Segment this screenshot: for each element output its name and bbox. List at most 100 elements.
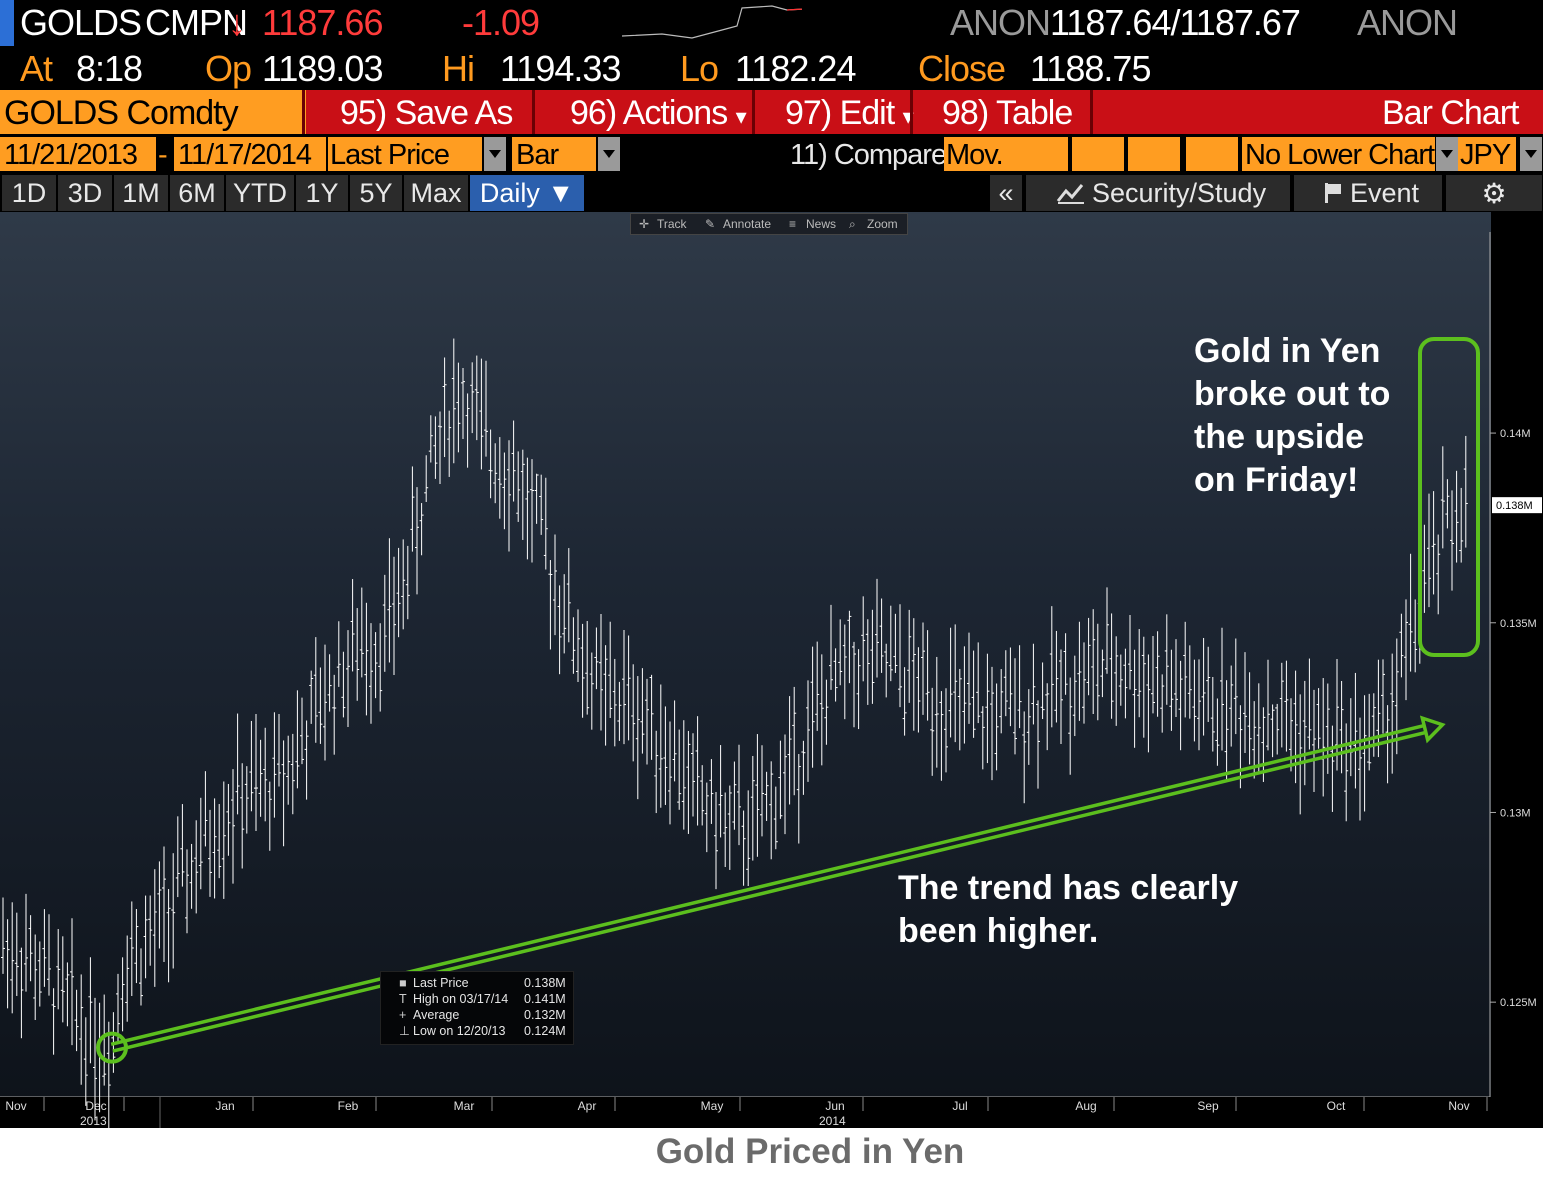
price-bar (102, 994, 107, 1086)
price-bar (714, 792, 718, 890)
frequency-select[interactable]: Daily ▼ (470, 175, 584, 211)
close-label: Close (918, 48, 1006, 89)
period-5y[interactable]: 5Y (350, 175, 402, 211)
price-bar (1399, 613, 1404, 678)
price-bar (152, 869, 157, 987)
price-bar (599, 613, 603, 731)
price-bar (1141, 636, 1146, 738)
y-tick-label: 0.125M (1500, 997, 1537, 1009)
price-bar (668, 721, 672, 825)
actions-menu[interactable]: 96) Actions ▾ (570, 90, 747, 134)
y-axis-band (1491, 212, 1543, 1128)
ask-source: ANON (1357, 2, 1458, 43)
price-bar (1003, 650, 1008, 717)
price-bar (566, 548, 571, 643)
price-bar (341, 651, 346, 718)
price-bar (649, 674, 654, 760)
price-bar (516, 451, 521, 522)
event-button[interactable]: Event (1294, 175, 1442, 211)
x-tick-label: Nov (5, 1099, 26, 1113)
last-price-icon: ■ (399, 976, 407, 990)
chart-style-select[interactable]: Bar (512, 137, 596, 171)
ticker[interactable]: GOLDS (20, 2, 142, 43)
price-bar (576, 609, 580, 682)
price-bar (612, 658, 617, 747)
price-bar (405, 545, 410, 620)
empty-field[interactable] (1186, 137, 1238, 171)
lower-chart-dropdown-icon[interactable] (1436, 137, 1458, 171)
legend-value: 0.124M (524, 1024, 566, 1038)
price-bar (447, 410, 452, 477)
table-button[interactable]: 98) Table (942, 94, 1073, 132)
price-bar (640, 668, 645, 754)
price-bar (1413, 599, 1418, 673)
lower-chart-select[interactable]: No Lower Chart (1242, 137, 1435, 171)
at-label: At (20, 48, 53, 89)
price-bar (1463, 435, 1468, 548)
chart-style-dropdown-icon[interactable] (598, 137, 620, 171)
period-ytd[interactable]: YTD (226, 175, 294, 211)
currency-select[interactable]: JPY (1458, 137, 1516, 171)
price-bar (1440, 446, 1445, 549)
zoom-tool[interactable]: Zoom (867, 217, 898, 231)
price-bar (819, 654, 824, 766)
start-date-field[interactable]: 11/21/2013 (0, 137, 156, 171)
price-bar (962, 646, 967, 744)
field-select[interactable]: Last Price (328, 137, 482, 171)
edit-menu[interactable]: 97) Edit ▾ (785, 90, 914, 134)
price-bar (240, 763, 245, 869)
price-bar (502, 452, 507, 530)
price-bar (778, 740, 783, 819)
currency-dropdown-icon[interactable] (1520, 137, 1542, 171)
news-tool[interactable]: News (806, 217, 837, 231)
security-study-button[interactable]: Security/Study (1026, 175, 1290, 211)
price-bar (198, 797, 203, 890)
price-bar (985, 653, 990, 764)
price-bar (1095, 623, 1100, 721)
end-date-field[interactable]: 11/17/2014 (174, 137, 326, 171)
chevron-down-icon: ▾ (735, 104, 747, 129)
price-bar (382, 574, 387, 672)
save-as-button[interactable]: 95) Save As (340, 94, 513, 132)
period-1m[interactable]: 1M (114, 175, 168, 211)
price-bar (350, 579, 355, 672)
settings-gear-icon[interactable]: ⚙ (1446, 175, 1542, 211)
period-3d[interactable]: 3D (58, 175, 112, 211)
price-bar (1454, 470, 1459, 563)
annotate-tool[interactable]: Annotate (723, 217, 772, 231)
price-bar (442, 357, 447, 458)
price-bar (810, 646, 815, 768)
price-bar (1445, 479, 1450, 529)
period-6m[interactable]: 6M (170, 175, 224, 211)
bid-source: ANON (950, 2, 1051, 43)
price-bar (88, 957, 93, 1064)
empty-field[interactable] (1072, 137, 1124, 171)
news-icon: ≡ (789, 217, 797, 231)
price-bar (364, 602, 369, 716)
security-field[interactable]: GOLDS Comdty (0, 90, 306, 134)
period-1y[interactable]: 1Y (296, 175, 348, 211)
empty-field[interactable] (1128, 137, 1180, 171)
compare-button[interactable]: 11) Compare (790, 139, 947, 171)
track-tool[interactable]: Track (657, 217, 687, 231)
price-bar (134, 908, 139, 984)
menu-separator (1090, 90, 1093, 134)
chart-plot-area[interactable] (0, 212, 1543, 1128)
period-max[interactable]: Max (404, 175, 468, 211)
price-bar (1229, 665, 1234, 747)
price-bar (484, 360, 488, 457)
price-bar (1013, 658, 1017, 755)
price-bar (171, 853, 176, 969)
price-bar (1266, 659, 1270, 751)
intraday-sparkline (622, 5, 802, 39)
trend-start-circle (96, 1031, 128, 1064)
price-bar (1284, 660, 1289, 752)
low-icon: ⊥ (399, 1024, 410, 1038)
legend-name: Last Price (413, 976, 469, 990)
field-dropdown-icon[interactable] (484, 137, 506, 171)
collapse-button[interactable]: « (990, 175, 1022, 211)
price-bar (1123, 648, 1128, 719)
price-bar (750, 755, 755, 861)
period-1d[interactable]: 1D (2, 175, 56, 211)
price-bar (83, 1017, 88, 1106)
